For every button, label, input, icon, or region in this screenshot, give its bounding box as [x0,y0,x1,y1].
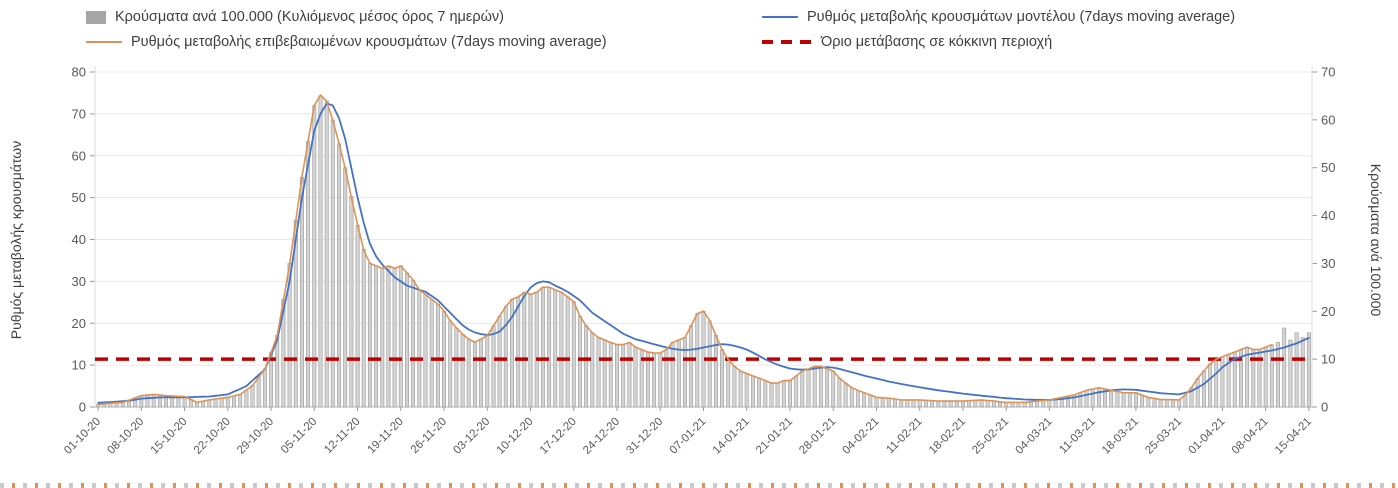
svg-text:28-01-21: 28-01-21 [797,416,838,457]
svg-text:07-01-21: 07-01-21 [668,416,709,457]
svg-text:04-03-21: 04-03-21 [1014,416,1055,457]
svg-text:24-12-20: 24-12-20 [581,416,622,457]
svg-text:50: 50 [1321,160,1335,175]
svg-text:50: 50 [72,190,86,205]
svg-text:29-10-20: 29-10-20 [235,416,276,457]
svg-text:18-03-21: 18-03-21 [1100,416,1141,457]
svg-text:80: 80 [72,65,86,80]
svg-text:11-02-21: 11-02-21 [884,416,924,456]
svg-text:08-10-20: 08-10-20 [105,416,146,457]
chart-legend: Κρούσματα ανά 100.000 (Κυλιόμενος μέσος … [86,7,1235,52]
svg-text:0: 0 [79,400,86,415]
svg-text:21-01-21: 21-01-21 [754,416,795,457]
legend-label-cases-bars: Κρούσματα ανά 100.000 (Κυλιόμενος μέσος … [115,9,505,25]
confirmed-line-swatch [86,41,122,43]
svg-text:12-11-20: 12-11-20 [322,416,362,456]
svg-text:14-01-21: 14-01-21 [711,416,752,457]
svg-text:19-11-20: 19-11-20 [365,416,405,456]
svg-text:25-03-21: 25-03-21 [1143,416,1184,457]
svg-text:25-02-21: 25-02-21 [970,416,1011,457]
svg-text:26-11-20: 26-11-20 [409,416,449,456]
svg-text:20: 20 [1321,304,1335,319]
svg-text:10: 10 [72,358,86,373]
svg-text:60: 60 [1321,112,1335,127]
svg-text:17-12-20: 17-12-20 [538,416,579,457]
svg-text:08-04-21: 08-04-21 [1230,416,1271,457]
model-line-swatch [762,16,798,18]
threshold-dash-swatch [762,40,812,44]
svg-text:40: 40 [72,232,86,247]
svg-text:04-02-21: 04-02-21 [841,416,882,457]
cropped-content-strip [0,483,1398,488]
svg-text:0: 0 [1321,400,1328,415]
legend-label-model-line: Ρυθμός μεταβολής κρουσμάτων μοντέλου (7d… [807,9,1236,25]
svg-text:03-12-20: 03-12-20 [451,416,492,457]
svg-text:15-10-20: 15-10-20 [149,416,190,457]
bar-series-swatch [86,10,106,24]
svg-text:20: 20 [72,316,86,331]
svg-text:05-11-20: 05-11-20 [279,416,319,456]
legend-label-red-threshold: Όριο μετάβασης σε κόκκινη περιοχή [821,34,1053,50]
legend-item-confirmed-line: Ρυθμός μεταβολής επιβεβαιωμένων κρουσμάτ… [86,32,762,52]
svg-text:15-04-21: 15-04-21 [1273,416,1314,457]
svg-text:22-10-20: 22-10-20 [192,416,233,457]
plot-area: 0 10 20 30 40 50 60 70 80 0 10 20 30 40 50 60 70 01-10-20… [62,65,1335,457]
legend-item-model-line: Ρυθμός μεταβολής κρουσμάτων μοντέλου (7d… [762,7,1235,27]
svg-text:70: 70 [1321,65,1335,80]
svg-text:70: 70 [72,106,86,121]
svg-text:01-10-20: 01-10-20 [62,416,103,457]
svg-text:30: 30 [1321,256,1335,271]
svg-text:31-12-20: 31-12-20 [624,416,665,457]
legend-label-confirmed-line: Ρυθμός μεταβολής επιβεβαιωμένων κρουσμάτ… [131,34,607,50]
svg-text:10-12-20: 10-12-20 [495,416,536,457]
svg-text:30: 30 [72,274,86,289]
svg-text:40: 40 [1321,208,1335,223]
legend-item-red-threshold: Όριο μετάβασης σε κόκκινη περιοχή [762,32,1235,52]
svg-text:10: 10 [1321,352,1335,367]
svg-text:11-03-21: 11-03-21 [1057,416,1097,456]
svg-text:60: 60 [72,148,86,163]
legend-item-cases-bars: Κρούσματα ανά 100.000 (Κυλιόμενος μέσος … [86,7,762,27]
svg-text:18-02-21: 18-02-21 [927,416,968,457]
svg-text:01-04-21: 01-04-21 [1186,416,1227,457]
